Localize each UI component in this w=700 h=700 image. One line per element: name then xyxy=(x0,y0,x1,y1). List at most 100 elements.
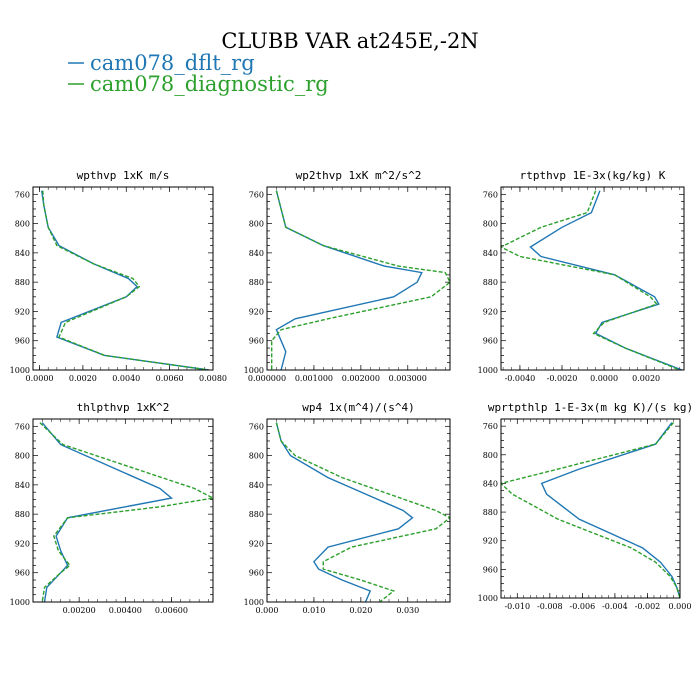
y-tick-label: 800 xyxy=(15,220,30,229)
x-tick-label: 0.0060 xyxy=(156,374,184,383)
series-line-1 xyxy=(39,422,213,602)
y-tick-label: 1000 xyxy=(10,366,30,375)
panel-3: thlpthvp 1xK^2 760 800 840 880 920 960 1000 0.00… xyxy=(10,401,214,615)
y-tick-label: 760 xyxy=(15,190,30,199)
y-tick-label: 800 xyxy=(483,451,498,460)
series-line-0 xyxy=(529,190,683,370)
series-line-0 xyxy=(540,422,680,598)
panel-title: wp4 1x(m^4)/(s^4) xyxy=(302,401,415,414)
y-tick-label: 880 xyxy=(15,510,30,519)
y-tick-label: 800 xyxy=(483,220,498,229)
y-tick-label: 840 xyxy=(249,481,264,490)
x-tick-label: 0.0000 xyxy=(26,374,54,383)
y-tick-label: 920 xyxy=(483,537,498,546)
y-tick-label: 1000 xyxy=(10,598,30,607)
y-tick-label: 920 xyxy=(249,307,264,316)
panel-5: wprtpthlp 1-E-3x(m kg K)/(s kg) 760 800 840… xyxy=(478,401,694,611)
x-tick-label: 0.0020 xyxy=(632,374,660,383)
y-tick-label: 840 xyxy=(15,249,30,258)
panel-0: wpthvp 1xK m/s76080084088092096010000.00… xyxy=(10,169,227,383)
y-tick-label: 760 xyxy=(15,422,30,431)
y-tick-label: 1000 xyxy=(478,366,498,375)
legend: cam078_dflt_rg cam078_diagnostic_rg xyxy=(68,51,329,96)
y-tick-label: 960 xyxy=(249,337,264,346)
legend-item-0: cam078_dflt_rg xyxy=(68,51,255,75)
y-tick-label: 1000 xyxy=(244,598,264,607)
y-tick-label: 1000 xyxy=(244,366,264,375)
x-tick-label: -0.002 xyxy=(635,602,661,611)
x-tick-label: 0.00200 xyxy=(63,606,96,615)
x-tick-label: 0.000000 xyxy=(248,374,286,383)
y-tick-label: 960 xyxy=(15,569,30,578)
y-tick-label: 760 xyxy=(483,190,498,199)
y-tick-label: 920 xyxy=(15,307,30,316)
x-tick-label: 0.0080 xyxy=(199,374,227,383)
figure-title: CLUBB VAR at245E,-2N xyxy=(221,29,478,53)
panel-4: wp4 1x(m^4)/(s^4)76080084088092096010000… xyxy=(244,401,451,615)
plot-frame xyxy=(266,186,451,371)
panel-1: wp2thvp 1xK m^2/s^2 760 800 840 880 920 960 100… xyxy=(244,169,451,383)
x-tick-label: 0.0020 xyxy=(69,374,97,383)
x-tick-label: -0.0020 xyxy=(547,374,578,383)
y-tick-label: 800 xyxy=(249,220,264,229)
plot-frame xyxy=(500,418,681,599)
x-tick-label: -0.008 xyxy=(537,602,563,611)
plot-frame xyxy=(500,186,685,371)
y-tick-label: 880 xyxy=(15,278,30,287)
y-tick-label: 840 xyxy=(249,249,264,258)
y-tick-label: 840 xyxy=(483,479,498,488)
legend-item-1: cam078_diagnostic_rg xyxy=(68,72,329,96)
y-tick-label: 960 xyxy=(483,565,498,574)
y-tick-label: 880 xyxy=(249,278,264,287)
x-tick-label: 0.010 xyxy=(302,606,325,615)
panel-title: rtpthvp 1E-3x(kg/kg) K xyxy=(520,169,666,182)
panel-title: wprtpthlp 1-E-3x(m kg K)/(s kg) xyxy=(488,401,693,414)
series-line-1 xyxy=(42,190,209,370)
y-tick-label: 920 xyxy=(483,307,498,316)
x-tick-label: -0.0040 xyxy=(505,374,536,383)
x-tick-label: 0.003000 xyxy=(389,374,427,383)
panel-title: thlpthvp 1xK^2 xyxy=(77,401,170,414)
series-line-0 xyxy=(41,190,209,370)
series-line-0 xyxy=(275,422,414,602)
y-tick-label: 960 xyxy=(483,337,498,346)
x-tick-label: 0.00400 xyxy=(109,606,142,615)
y-tick-label: 920 xyxy=(15,539,30,548)
y-tick-label: 880 xyxy=(249,510,264,519)
y-tick-label: 1000 xyxy=(478,594,498,603)
legend-label-0: cam078_dflt_rg xyxy=(90,51,255,75)
x-tick-label: 0.001000 xyxy=(295,374,333,383)
x-tick-label: 0.00600 xyxy=(155,606,188,615)
y-tick-label: 760 xyxy=(249,190,264,199)
x-tick-label: 0.000 xyxy=(256,606,279,615)
y-tick-label: 760 xyxy=(249,422,264,431)
x-tick-label: 0.002000 xyxy=(342,374,380,383)
panels: wpthvp 1xK m/s76080084088092096010000.00… xyxy=(10,169,694,615)
y-tick-label: 880 xyxy=(483,278,498,287)
panel-title: wp2thvp 1xK m^2/s^2 xyxy=(296,169,422,182)
y-tick-label: 840 xyxy=(483,249,498,258)
x-tick-label: 0.000 xyxy=(669,602,692,611)
plot-frame xyxy=(266,418,451,603)
y-tick-label: 800 xyxy=(249,452,264,461)
plot-frame xyxy=(32,418,214,603)
x-tick-label: 0.0000 xyxy=(590,374,618,383)
y-tick-label: 960 xyxy=(15,337,30,346)
plot-frame xyxy=(32,186,214,371)
series-line-1 xyxy=(501,190,681,370)
y-tick-label: 800 xyxy=(15,452,30,461)
y-tick-label: 880 xyxy=(483,508,498,517)
x-tick-label: -0.010 xyxy=(504,602,530,611)
y-tick-label: 840 xyxy=(15,481,30,490)
y-tick-label: 960 xyxy=(249,569,264,578)
series-line-0 xyxy=(41,422,174,602)
x-tick-label: -0.006 xyxy=(570,602,596,611)
y-tick-label: 920 xyxy=(249,539,264,548)
series-line-1 xyxy=(501,422,680,598)
x-tick-label: 0.0040 xyxy=(112,374,140,383)
x-tick-label: 0.020 xyxy=(349,606,372,615)
series-line-1 xyxy=(271,190,450,370)
series-line-1 xyxy=(275,422,450,602)
panel-2: rtpthvp 1E-3x(kg/kg) K 760 800 840 880 920 960… xyxy=(478,169,685,383)
